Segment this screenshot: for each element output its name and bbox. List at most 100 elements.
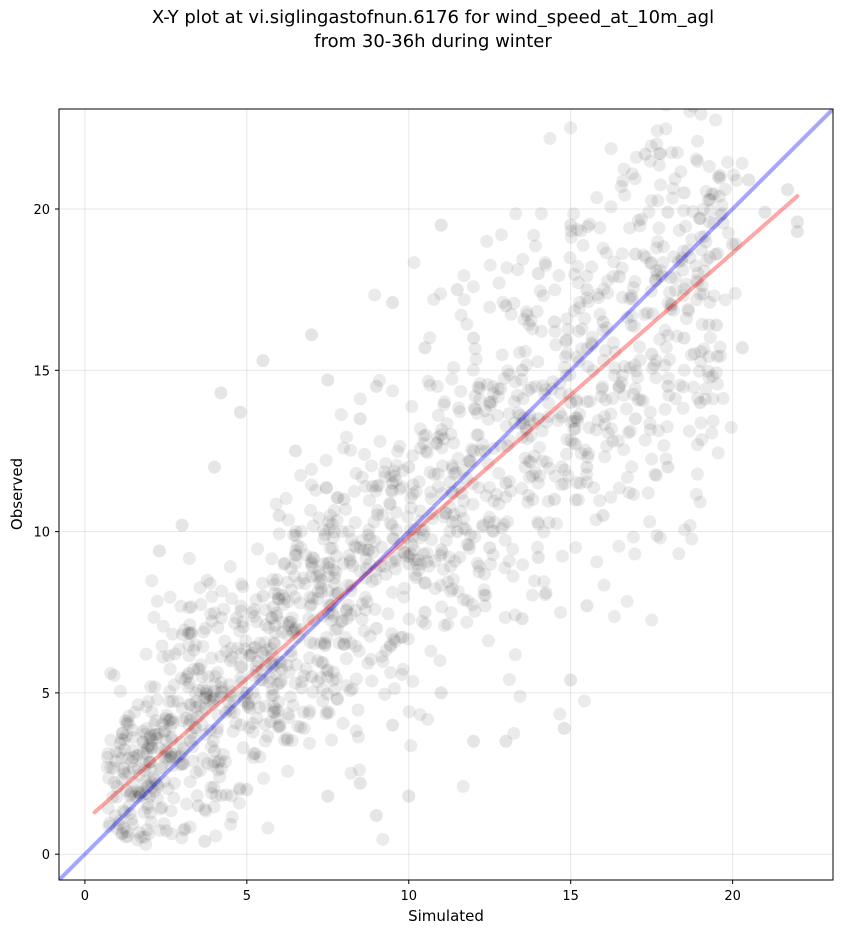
data-point [702, 216, 716, 230]
data-point [152, 741, 166, 755]
data-point [305, 670, 319, 684]
data-point [500, 439, 514, 453]
data-point [319, 481, 333, 495]
data-point [627, 319, 641, 333]
data-point [526, 322, 540, 336]
data-point [434, 549, 448, 563]
data-point [159, 733, 173, 747]
data-point [735, 341, 749, 355]
data-point [234, 671, 248, 685]
data-point [229, 716, 243, 730]
data-point [586, 364, 600, 378]
data-point [571, 493, 585, 507]
data-point [185, 710, 199, 724]
data-point [199, 686, 213, 700]
data-point [373, 559, 387, 573]
data-point [207, 460, 221, 474]
data-point [368, 602, 382, 616]
data-point [438, 395, 452, 409]
data-point [280, 628, 294, 642]
data-point [460, 615, 474, 629]
data-point [325, 606, 339, 620]
data-point [560, 312, 574, 326]
data-point [247, 747, 261, 761]
data-point [131, 791, 145, 805]
data-point [492, 276, 506, 290]
data-point [620, 64, 633, 77]
data-point [145, 781, 159, 795]
data-point [277, 598, 291, 612]
data-point [107, 669, 121, 683]
data-point [564, 218, 578, 232]
data-point [117, 733, 131, 747]
data-point [114, 733, 128, 747]
data-point [175, 628, 189, 642]
data-point [443, 524, 457, 538]
data-point [344, 766, 358, 780]
data-point [123, 787, 137, 801]
data-point [616, 174, 630, 188]
data-point [540, 415, 554, 429]
data-point [130, 833, 144, 847]
data-point [418, 341, 432, 355]
data-point [659, 452, 673, 466]
data-point [504, 307, 518, 321]
data-point [452, 401, 466, 415]
data-point [268, 626, 282, 640]
data-point [435, 459, 449, 473]
data-point [322, 569, 336, 583]
x-tick-label: 5 [243, 889, 251, 904]
data-point [272, 695, 286, 709]
data-point [197, 625, 211, 639]
data-point [681, 244, 695, 258]
data-point [490, 487, 504, 501]
data-point [265, 648, 279, 662]
data-point [515, 558, 529, 572]
data-point [691, 134, 705, 148]
data-point [599, 344, 613, 358]
data-point [372, 373, 386, 387]
data-point [607, 369, 621, 383]
data-point [145, 574, 159, 588]
data-point [695, 317, 709, 331]
data-point [420, 446, 434, 460]
data-point [283, 690, 297, 704]
data-point [518, 460, 532, 474]
data-point [709, 366, 723, 380]
data-point [297, 721, 311, 735]
data-point [491, 382, 505, 396]
data-point [183, 775, 197, 789]
data-point [294, 720, 308, 734]
data-point [643, 515, 657, 529]
data-point [651, 40, 664, 53]
grid-lines [59, 109, 833, 880]
data-point [478, 404, 492, 418]
data-point [694, 345, 708, 359]
data-point [342, 524, 356, 538]
data-point [162, 713, 176, 727]
data-point [482, 515, 496, 529]
data-point [492, 497, 506, 511]
data-point [321, 584, 335, 598]
data-point [256, 589, 270, 603]
data-point [480, 234, 494, 248]
data-point [386, 476, 400, 490]
data-point [277, 557, 291, 571]
data-point [189, 694, 203, 708]
data-point [513, 689, 527, 703]
data-point [542, 396, 556, 410]
data-point [138, 763, 152, 777]
data-point [140, 746, 154, 760]
data-point [294, 524, 308, 538]
data-point [164, 804, 178, 818]
data-point [687, 380, 701, 394]
data-point [209, 829, 223, 843]
data-point [475, 520, 489, 534]
data-point [363, 557, 377, 571]
data-point [689, 487, 703, 501]
data-point [574, 224, 588, 238]
data-point [113, 814, 127, 828]
data-point [509, 207, 523, 221]
data-point [570, 222, 584, 236]
data-point [351, 730, 365, 744]
